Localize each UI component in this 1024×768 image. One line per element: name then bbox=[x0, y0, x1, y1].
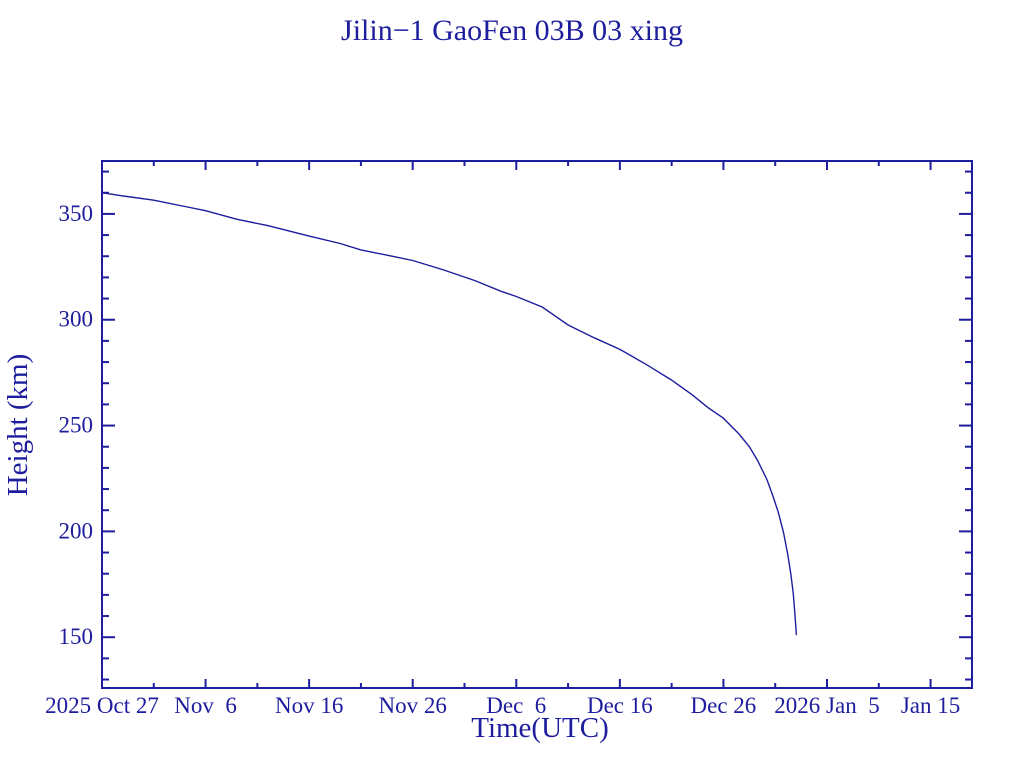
x-tick-label: Dec 26 bbox=[691, 693, 757, 718]
y-tick-label: 250 bbox=[59, 413, 94, 438]
axis-ticks bbox=[101, 161, 972, 688]
y-axis-label: Height (km) bbox=[2, 354, 34, 497]
y-tick-label: 150 bbox=[59, 624, 94, 649]
height-decay-curve bbox=[101, 192, 798, 636]
x-tick-label: 2026 Jan 5 bbox=[774, 693, 879, 718]
plot-border bbox=[101, 160, 973, 689]
y-tick-label: 350 bbox=[59, 201, 94, 226]
x-tick-label: Nov 16 bbox=[275, 693, 343, 718]
y-tick-label: 300 bbox=[59, 307, 94, 332]
x-axis-label: Time(UTC) bbox=[471, 712, 609, 744]
x-tick-label: Dec 6 bbox=[486, 693, 546, 718]
chart-title: Jilin−1 GaoFen 03B 03 xing bbox=[341, 14, 683, 47]
y-tick-labels: 150 200 250 300 350 bbox=[59, 201, 94, 649]
y-tick-label: 200 bbox=[59, 518, 94, 543]
x-tick-label: 2025 Oct 27 bbox=[45, 693, 159, 718]
x-tick-labels: 2025 Oct 27 Nov 6 Nov 16 Nov 26 Dec 6 Dec 16 D… bbox=[45, 693, 960, 718]
x-tick-label: Nov 26 bbox=[379, 693, 447, 718]
x-tick-label: Dec 16 bbox=[587, 693, 653, 718]
x-tick-label: Jan 15 bbox=[901, 693, 960, 718]
x-tick-label: Nov 6 bbox=[174, 693, 237, 718]
